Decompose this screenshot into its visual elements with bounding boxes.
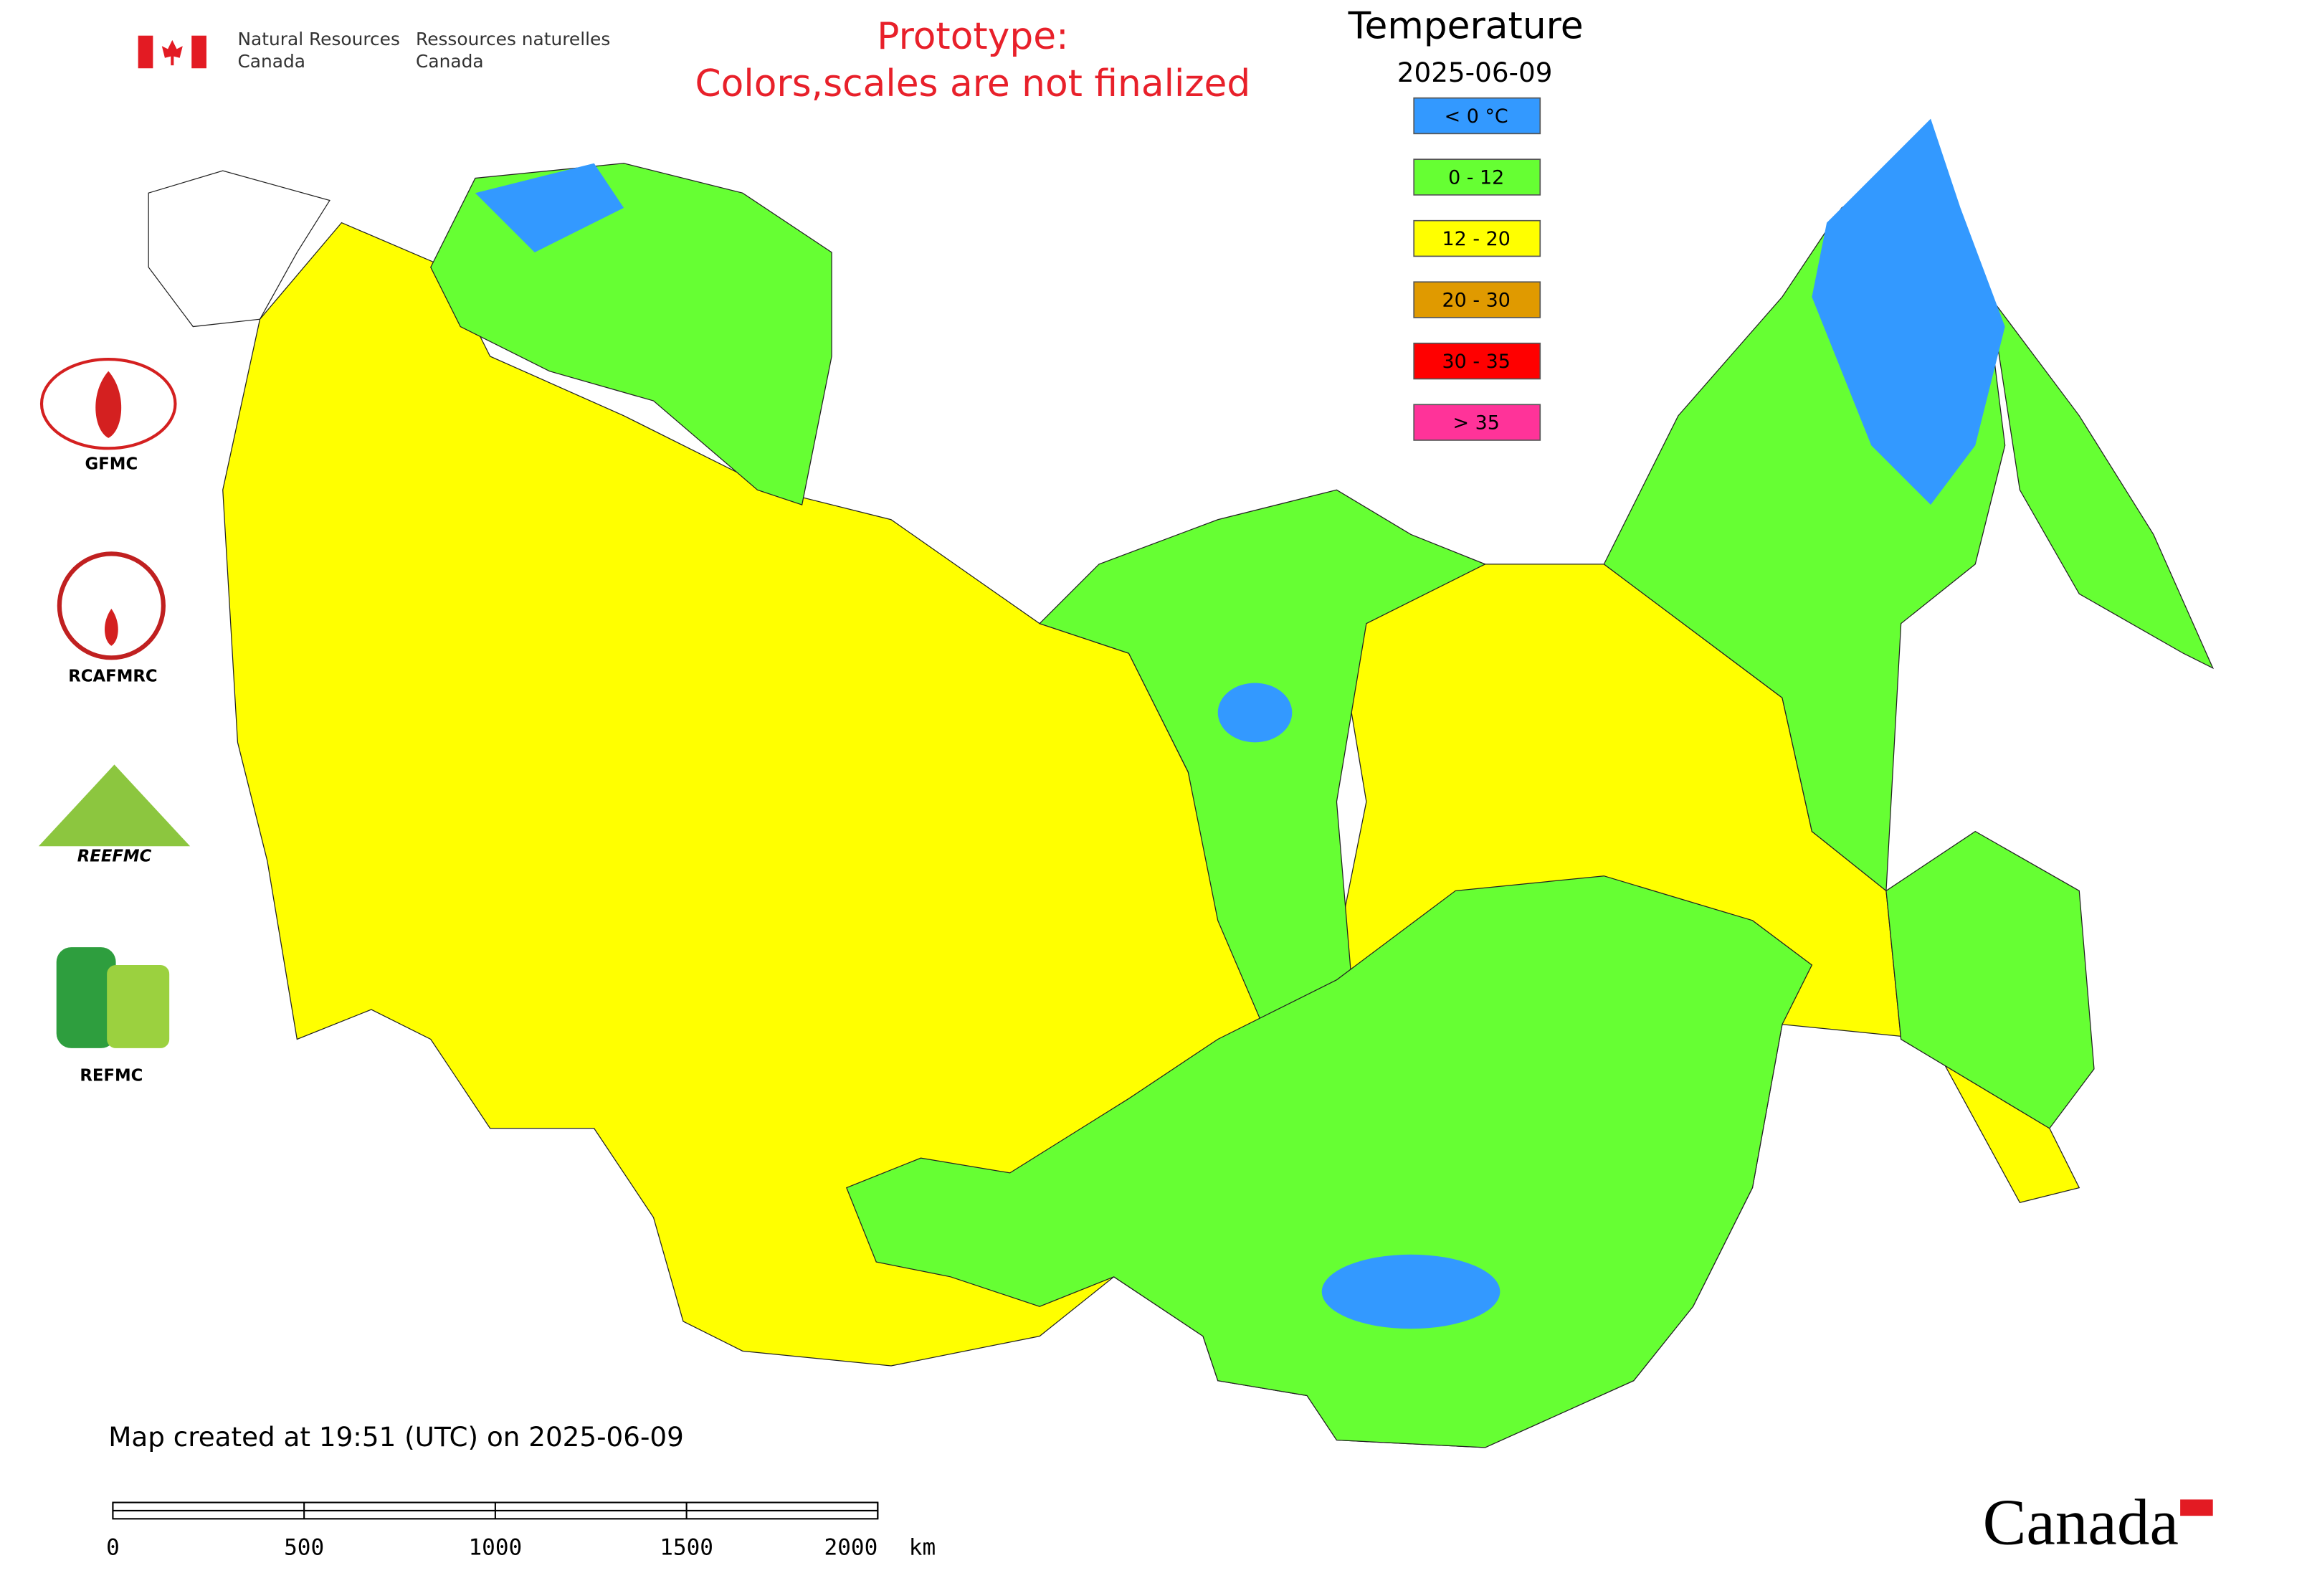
- legend-title: Temperature: [1348, 4, 1584, 47]
- legend-swatch: [1413, 97, 1541, 135]
- legend-label: 20 - 30: [1442, 290, 1511, 312]
- dept-fr-2: Canada: [416, 51, 484, 72]
- legend-label: 30 - 35: [1442, 351, 1511, 373]
- dept-en-1: Natural Resources: [237, 29, 399, 49]
- scale-label: 500: [284, 1535, 324, 1561]
- legend-label: 0 - 12: [1448, 167, 1504, 189]
- canada-wordmark: Canada: [1983, 1486, 2179, 1559]
- scale-label: 1000: [468, 1535, 522, 1561]
- scale-label: 1500: [660, 1535, 713, 1561]
- legend-label: < 0 °C: [1445, 105, 1508, 128]
- wordmark-flag: [2180, 1499, 2213, 1516]
- legend-swatch: [1413, 158, 1541, 196]
- scale-bar: 0 500 1000 1500 2000 km: [106, 1501, 936, 1561]
- logo-label: REFMC: [80, 1067, 143, 1086]
- legend-label: > 35: [1453, 412, 1500, 434]
- logo-gfmc: [39, 358, 177, 450]
- created-note: Map created at 19:51 (UTC) on 2025-06-09: [108, 1421, 684, 1453]
- scale-unit: km: [909, 1535, 936, 1561]
- scale-label: 0: [106, 1535, 120, 1561]
- prototype-note: Colors,scales are not finalized: [695, 62, 1251, 105]
- scale-label: 2000: [824, 1535, 878, 1561]
- legend-swatch: [1413, 404, 1541, 441]
- region-0-12: [846, 875, 1813, 1448]
- region-below-0: [1321, 1254, 1500, 1329]
- logo-rcafmrc: [57, 551, 166, 660]
- legend-swatch: [1413, 219, 1541, 257]
- logo-reefmc: [38, 764, 191, 847]
- region-below-0: [1812, 118, 2005, 505]
- legend-swatch: [1413, 281, 1541, 318]
- region-0-12: [1038, 489, 1487, 1025]
- legend-label: 12 - 20: [1442, 228, 1511, 250]
- legend-date: 2025-06-09: [1397, 57, 1553, 88]
- region-0-12: [1989, 296, 2214, 670]
- dept-en-2: Canada: [237, 51, 305, 72]
- region-below-0: [1217, 683, 1293, 743]
- legend-swatch: [1413, 342, 1541, 380]
- map: [148, 118, 2214, 1448]
- dept-fr-1: Ressources naturelles: [416, 29, 610, 49]
- logo-label: RCAFMRC: [68, 668, 157, 686]
- logo-label: REEFMC: [77, 847, 152, 865]
- prototype-note: Prototype:: [877, 15, 1068, 58]
- flag-icon: [138, 35, 206, 69]
- scandinavia: [148, 170, 330, 328]
- legend: < 0 °C 0 - 12 12 - 20 20 - 30 30 - 35 > 35: [1413, 97, 1541, 441]
- logo-refmc: [56, 947, 170, 1048]
- logo-label: GFMC: [85, 455, 138, 474]
